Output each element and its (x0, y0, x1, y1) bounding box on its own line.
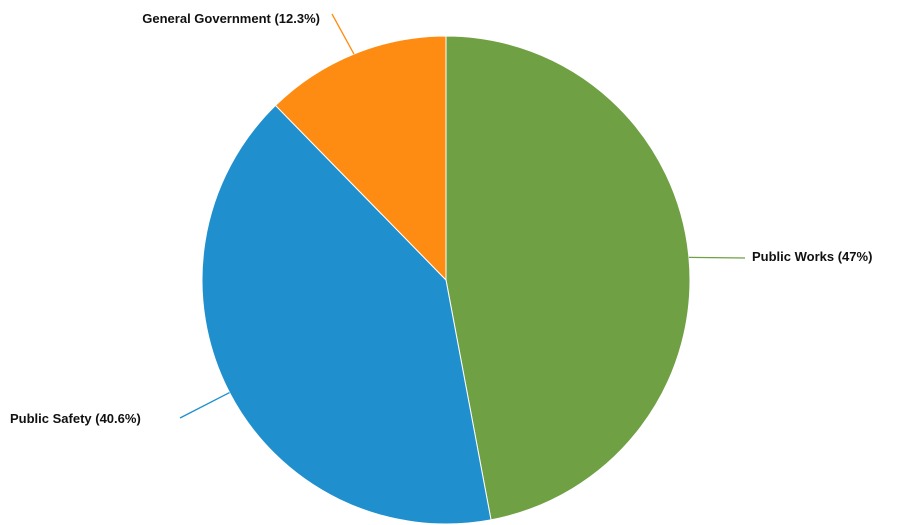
labels-layer: Public Works (47%) Public Safety (40.6%) G… (10, 11, 872, 426)
leader-line-public-works (688, 256, 746, 259)
leader-line-general-government (331, 13, 355, 55)
slice-label-public-works: Public Works (47%) (752, 249, 872, 264)
leader-lines-layer (179, 13, 746, 419)
slice-label-public-safety: Public Safety (40.6%) (10, 411, 141, 426)
pie-slice-general-government (274, 35, 447, 282)
slice-label-general-government: General Government (12.3%) (142, 11, 320, 26)
slices-layer (201, 35, 691, 525)
pie-slice-public-works (445, 35, 691, 521)
leader-line-public-safety (179, 392, 230, 419)
